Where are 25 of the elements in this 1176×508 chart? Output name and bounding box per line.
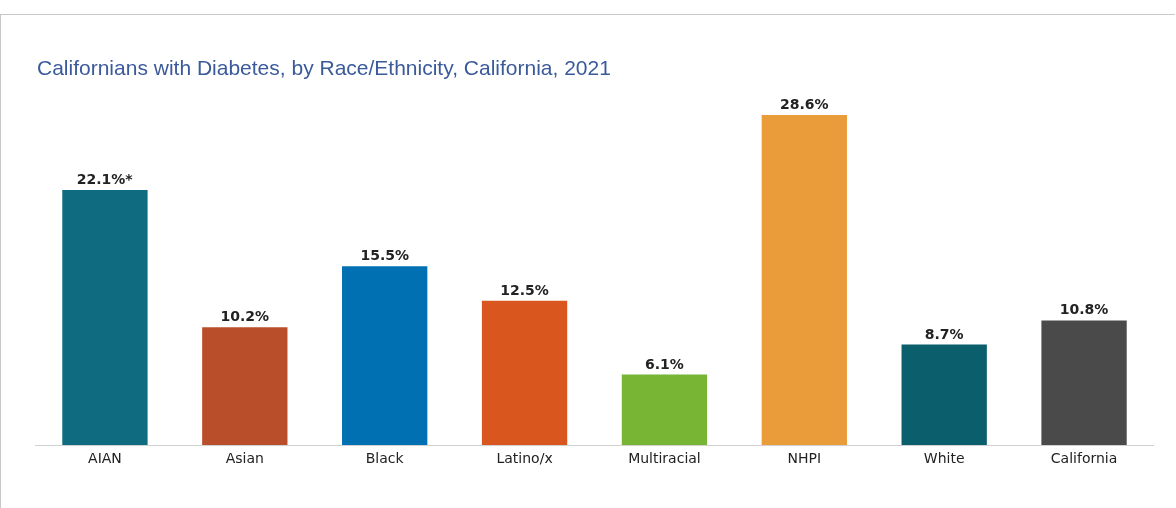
bar — [1041, 320, 1127, 445]
x-tick-label: Multiracial — [628, 449, 701, 466]
data-label: 12.5% — [500, 281, 549, 298]
chart-title: Californians with Diabetes, by Race/Ethnicity, California, 2021 — [37, 56, 611, 80]
data-label: 28.6% — [780, 96, 829, 112]
x-tick-label: Latino/x — [496, 449, 553, 466]
bar — [62, 190, 148, 445]
data-label: 8.7% — [924, 325, 964, 342]
bar — [342, 266, 428, 445]
data-label: 15.5% — [360, 247, 409, 264]
data-label: 10.2% — [220, 308, 270, 325]
bar — [481, 300, 568, 445]
x-tick-label: White — [923, 449, 965, 466]
data-label: 10.8% — [1059, 301, 1109, 318]
bar — [901, 344, 987, 445]
bar — [202, 327, 288, 445]
x-tick-label: Black — [365, 449, 405, 466]
bar — [621, 374, 708, 445]
data-label: 6.1% — [645, 355, 684, 372]
bar — [761, 115, 847, 445]
x-tick-label: Asian — [225, 449, 264, 466]
data-label: 22.1%* — [76, 171, 134, 187]
x-tick-label: NHPI — [787, 449, 822, 466]
x-tick-label: AIAN — [88, 449, 122, 466]
x-tick-label: California — [1050, 449, 1118, 466]
